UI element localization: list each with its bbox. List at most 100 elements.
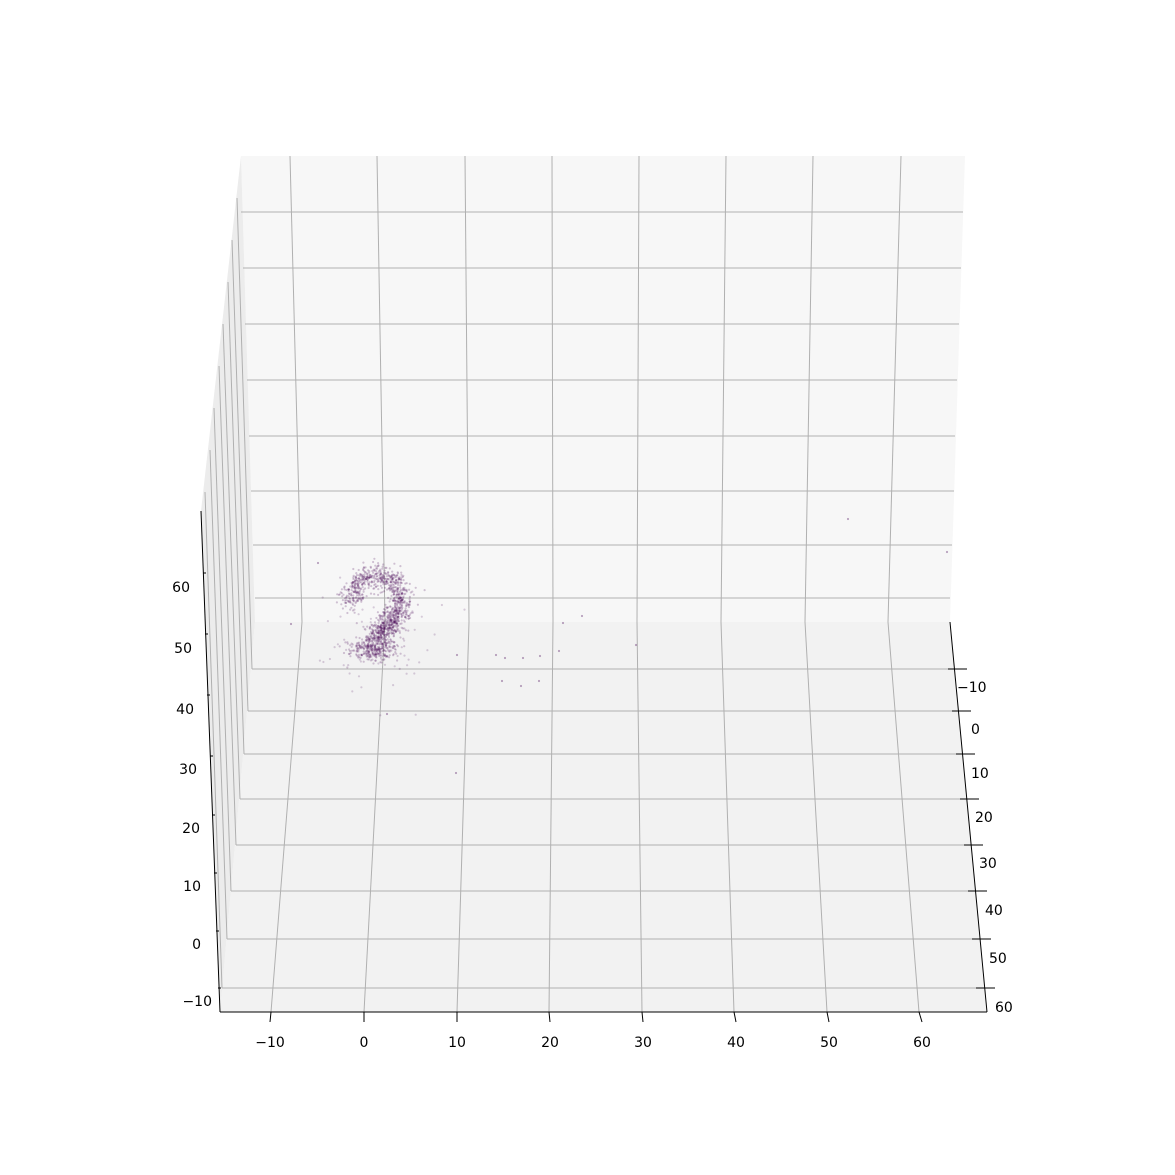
scatter-point: [392, 624, 395, 628]
scatter-point: [364, 577, 368, 581]
scatter-point: [368, 577, 371, 580]
scatter-point: [394, 582, 398, 585]
scatter-point: [368, 632, 371, 636]
x-tick-label: 60: [913, 1035, 931, 1051]
scatter-point: [341, 595, 344, 598]
scatter-point: [367, 641, 370, 644]
scatter-point: [391, 631, 394, 635]
scatter-point: [394, 620, 397, 623]
scatter-point: [363, 569, 366, 573]
scatter-point: [373, 583, 376, 587]
scatter-point: [370, 647, 373, 650]
scatter-point: [375, 628, 378, 632]
scatter-point: [377, 564, 380, 568]
scatter-point: [392, 584, 395, 587]
scatter-point: [393, 620, 396, 623]
scatter-point: [379, 569, 382, 572]
scatter-point: [361, 643, 364, 646]
scatter-point: [352, 594, 355, 597]
scatter-point: [350, 642, 353, 645]
scatter-point: [351, 597, 354, 600]
scatter-point: [408, 602, 411, 605]
scatter-point: [361, 597, 365, 601]
scatter-point: [386, 621, 389, 624]
scatter-point: [387, 613, 391, 617]
scatter-point: [403, 620, 406, 623]
grid: [204, 155, 983, 1013]
scatter-point: [368, 650, 371, 653]
scatter-point: [389, 619, 392, 622]
scatter-point: [389, 627, 392, 630]
scatter-point: [345, 588, 348, 592]
scatter-point: [353, 590, 356, 594]
scatter-point: [407, 629, 410, 632]
scatter-point: [392, 593, 395, 596]
scatter-point: [376, 631, 379, 634]
scatter-point: [418, 661, 421, 664]
scatter-point: [386, 614, 389, 617]
scatter-point: [378, 637, 381, 641]
scatter-point: [376, 637, 379, 640]
scatter-point: [383, 620, 386, 623]
scatter-point: [381, 575, 384, 579]
scatter-point: [380, 645, 383, 648]
scatter-point: [405, 605, 408, 608]
scatter-point: [380, 628, 383, 631]
scatter-point: [364, 645, 368, 648]
scatter-point: [377, 580, 380, 583]
scatter-point: [359, 597, 362, 600]
scatter-point: [368, 656, 371, 659]
scatter-point: [376, 567, 379, 570]
scatter-point: [362, 648, 366, 651]
scatter-point: [361, 578, 364, 581]
scatter-point: [388, 641, 391, 644]
scatter-point: [399, 599, 402, 602]
scatter-point: [345, 601, 348, 604]
scatter-point: [392, 593, 395, 596]
scatter-point: [383, 612, 386, 615]
scatter-point: [394, 603, 397, 606]
scatter-point: [366, 576, 369, 579]
scatter-point: [407, 603, 410, 607]
scatter-point: [390, 585, 393, 588]
scatter-point: [394, 602, 397, 605]
scatter-point: [372, 642, 375, 646]
scatter-point: [365, 638, 368, 642]
scatter-point: [353, 608, 356, 611]
scatter-point: [396, 597, 399, 600]
scatter-point: [396, 643, 399, 647]
scatter-point: [372, 629, 375, 632]
scatter-point: [394, 576, 398, 579]
scatter-point: [400, 581, 403, 585]
scatter-point: [341, 607, 344, 610]
z-tick-label: 50: [174, 641, 192, 657]
scatter-point: [362, 596, 365, 599]
scatter-point: [389, 579, 392, 582]
scatter-point: [354, 586, 357, 589]
scatter-point: [405, 604, 408, 607]
scatter-point: [356, 583, 359, 586]
scatter-point: [381, 567, 384, 570]
scatter-point: [385, 645, 388, 648]
scatter-point: [347, 588, 351, 591]
scatter-point: [392, 586, 395, 589]
scatter-point: [403, 586, 406, 589]
scatter-point: [375, 570, 378, 573]
scatter-point: [376, 648, 380, 651]
scatter-point: [378, 617, 381, 621]
scatter-point: [349, 651, 352, 655]
scatter-point: [377, 637, 380, 640]
scatter-point: [374, 653, 377, 656]
scatter-point: [358, 589, 361, 592]
scatter-point: [373, 636, 376, 640]
scatter-point: [395, 610, 398, 613]
scatter-point: [401, 601, 404, 604]
scatter-point: [338, 645, 341, 648]
scatter-point: [371, 637, 374, 641]
scatter-point: [379, 626, 382, 629]
scatter-point: [359, 594, 362, 597]
scatter-point: [388, 635, 391, 639]
scatter-point: [398, 631, 401, 635]
scatter-point: [364, 587, 367, 590]
scatter-point: [399, 595, 402, 598]
